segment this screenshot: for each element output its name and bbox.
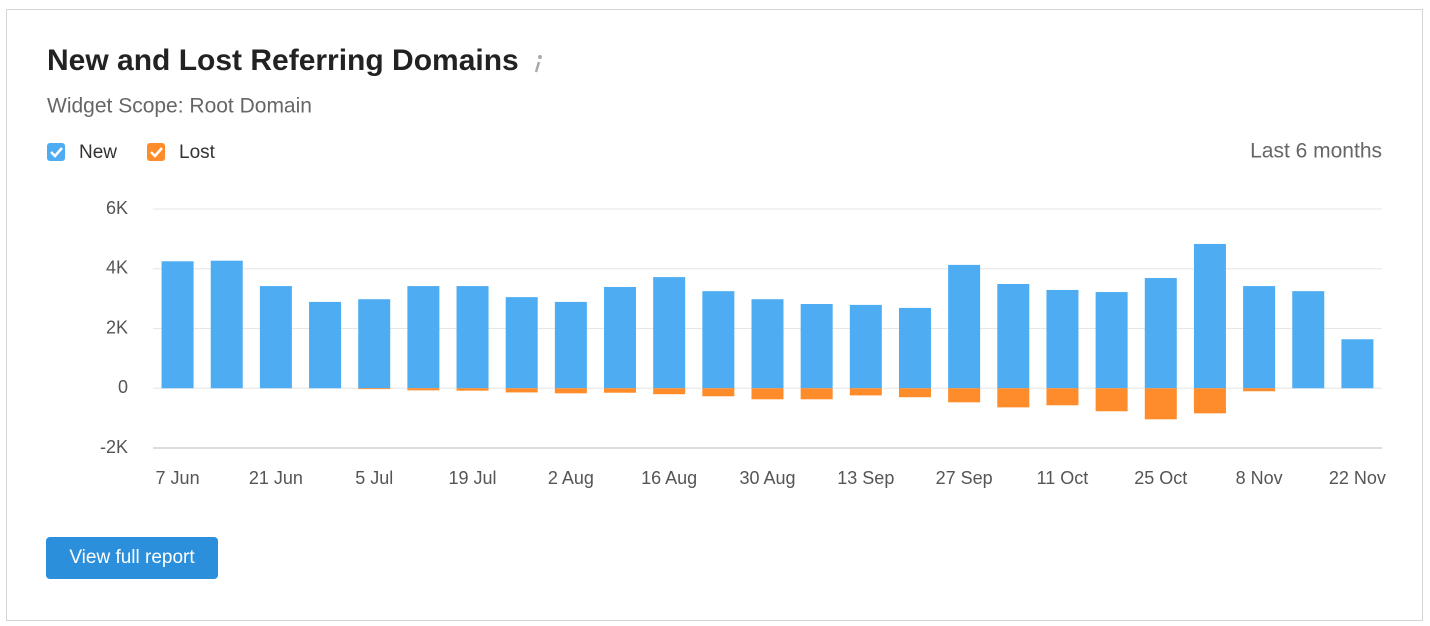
- bar: [898, 388, 931, 398]
- legend-item[interactable]: Lost: [147, 142, 216, 163]
- info-icon[interactable]: [534, 55, 542, 73]
- x-tick-label: 25 Oct: [1134, 468, 1187, 488]
- bar: [948, 264, 981, 389]
- bar: [161, 261, 194, 389]
- y-tick-label: 6K: [106, 198, 128, 218]
- period-selector[interactable]: Last 6 months: [1250, 140, 1382, 163]
- bar: [456, 388, 489, 391]
- bar: [800, 388, 833, 400]
- bar: [1144, 388, 1177, 420]
- bar: [751, 388, 784, 400]
- bar: [505, 388, 538, 393]
- y-tick-label: 4K: [106, 258, 128, 278]
- bar: [948, 388, 981, 403]
- bar: [604, 388, 637, 393]
- view-report-button[interactable]: View full report: [46, 537, 218, 579]
- bar: [554, 301, 587, 389]
- x-tick-label: 5 Jul: [355, 468, 393, 488]
- bar: [456, 286, 489, 389]
- bar: [1341, 339, 1374, 389]
- bar: [702, 388, 735, 397]
- x-tick-label: 19 Jul: [449, 468, 497, 488]
- legend-check: [150, 147, 163, 158]
- legend-label: Lost: [179, 142, 216, 163]
- bar: [358, 388, 391, 390]
- x-tick-label: 27 Sep: [936, 468, 993, 488]
- bar: [407, 388, 440, 391]
- bar: [751, 299, 784, 389]
- legend-checkbox: [147, 143, 165, 161]
- bar: [1243, 286, 1276, 389]
- legend-check: [50, 147, 63, 158]
- bar: [259, 286, 292, 389]
- legend-label: New: [79, 142, 117, 163]
- x-tick-label: 2 Aug: [548, 468, 594, 488]
- bar: [210, 260, 243, 389]
- bar: [653, 388, 686, 395]
- legend-item[interactable]: New: [47, 142, 117, 163]
- bar: [358, 299, 391, 389]
- x-tick-label: 16 Aug: [641, 468, 697, 488]
- x-tick-label: 22 Nov: [1329, 468, 1386, 488]
- y-tick-label: -2K: [100, 437, 128, 457]
- bar: [849, 388, 882, 396]
- bar: [1292, 291, 1325, 389]
- bar: [653, 277, 686, 389]
- x-tick-label: 30 Aug: [739, 468, 795, 488]
- bar: [997, 283, 1030, 389]
- y-tick-label: 2K: [106, 317, 128, 337]
- x-tick-label: 11 Oct: [1037, 468, 1089, 488]
- subtitle: Widget Scope: Root Domain: [47, 95, 312, 118]
- bar: [1193, 388, 1226, 414]
- bar: [702, 291, 735, 389]
- bar: [1095, 292, 1128, 389]
- x-tick-label: 13 Sep: [837, 468, 894, 488]
- bar: [1144, 278, 1177, 389]
- bar: [309, 301, 342, 389]
- bar: [1095, 388, 1128, 412]
- bar: [554, 388, 587, 394]
- bar: [849, 304, 882, 389]
- bar: [1046, 388, 1079, 406]
- bar: [1046, 289, 1079, 389]
- bar: [1243, 388, 1276, 392]
- bar: [997, 388, 1030, 408]
- x-tick-label: 8 Nov: [1236, 468, 1283, 488]
- y-tick-label: 0: [118, 377, 128, 397]
- bar: [604, 286, 637, 389]
- bar: [505, 297, 538, 389]
- bar: [407, 286, 440, 389]
- bar: [1193, 243, 1226, 389]
- x-tick-label: 7 Jun: [156, 468, 200, 488]
- bar: [898, 307, 931, 389]
- chart-title: New and Lost Referring Domains: [47, 44, 519, 77]
- legend-checkbox: [47, 143, 65, 161]
- x-tick-label: 21 Jun: [249, 468, 303, 488]
- bar: [800, 304, 833, 389]
